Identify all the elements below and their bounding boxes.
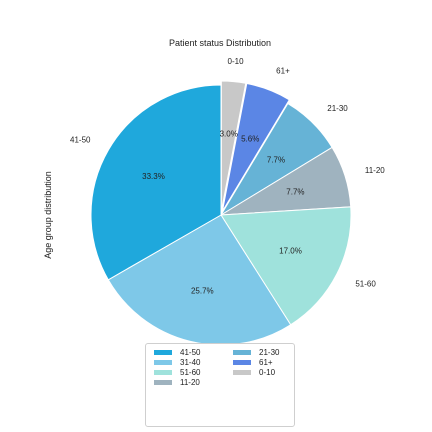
legend-swatch <box>154 350 172 355</box>
legend-item: 0-10 <box>233 368 275 377</box>
legend-label: 0-10 <box>259 368 276 377</box>
chart-legend: 41-50 31-40 51-60 11-20 21-30 61+ 0-10 <box>145 343 295 427</box>
legend-label: 61+ <box>259 358 273 367</box>
legend-item: 11-20 <box>154 378 200 387</box>
slice-percent-label: 3.0% <box>220 129 238 138</box>
pie-slice-31-40 <box>107 214 292 346</box>
slice-percent-label: 17.0% <box>279 246 302 255</box>
pie-slice-0-10 <box>220 80 247 212</box>
pie-slice-61plus <box>221 82 290 212</box>
legend-swatch <box>154 370 172 375</box>
legend-label: 21-30 <box>259 348 280 357</box>
legend-item: 61+ <box>233 358 273 367</box>
legend-item: 31-40 <box>154 358 200 367</box>
legend-label: 11-20 <box>180 378 200 387</box>
y-axis-label: Age group distribution <box>43 171 53 259</box>
legend-swatch <box>154 380 172 385</box>
slice-label: 11-20 <box>365 166 385 175</box>
legend-item: 51-60 <box>154 368 200 377</box>
slice-percent-label: 5.6% <box>241 134 259 143</box>
slice-label: 21-30 <box>327 104 348 113</box>
legend-label: 31-40 <box>180 358 201 367</box>
legend-swatch <box>154 360 172 365</box>
slice-percent-label: 25.7% <box>191 287 214 296</box>
pie-slices <box>90 80 352 346</box>
slice-percent-label: 7.7% <box>267 156 285 165</box>
legend-swatch <box>233 360 251 365</box>
pie-slice-51-60 <box>220 206 352 326</box>
slice-label: 41-50 <box>70 135 91 144</box>
slice-label: 51-60 <box>355 279 376 288</box>
chart-title: Patient status Distribution <box>169 38 271 48</box>
legend-label: 51-60 <box>180 368 201 377</box>
legend-item: 41-50 <box>154 348 200 357</box>
legend-swatch <box>233 350 251 355</box>
pie-labels: 0-10 3.0% 61+ 5.6% 21-30 7.7% 11-20 7.7% 51-60 17… <box>70 57 385 367</box>
slice-label: 61+ <box>276 66 290 75</box>
legend-label: 41-50 <box>180 348 201 357</box>
slice-label: 0-10 <box>228 57 245 66</box>
slice-percent-label: 33.3% <box>142 172 165 181</box>
legend-item: 21-30 <box>233 348 279 357</box>
pie-slice-41-50 <box>90 84 222 281</box>
slice-percent-label: 7.7% <box>286 188 304 197</box>
legend-swatch <box>233 370 251 375</box>
